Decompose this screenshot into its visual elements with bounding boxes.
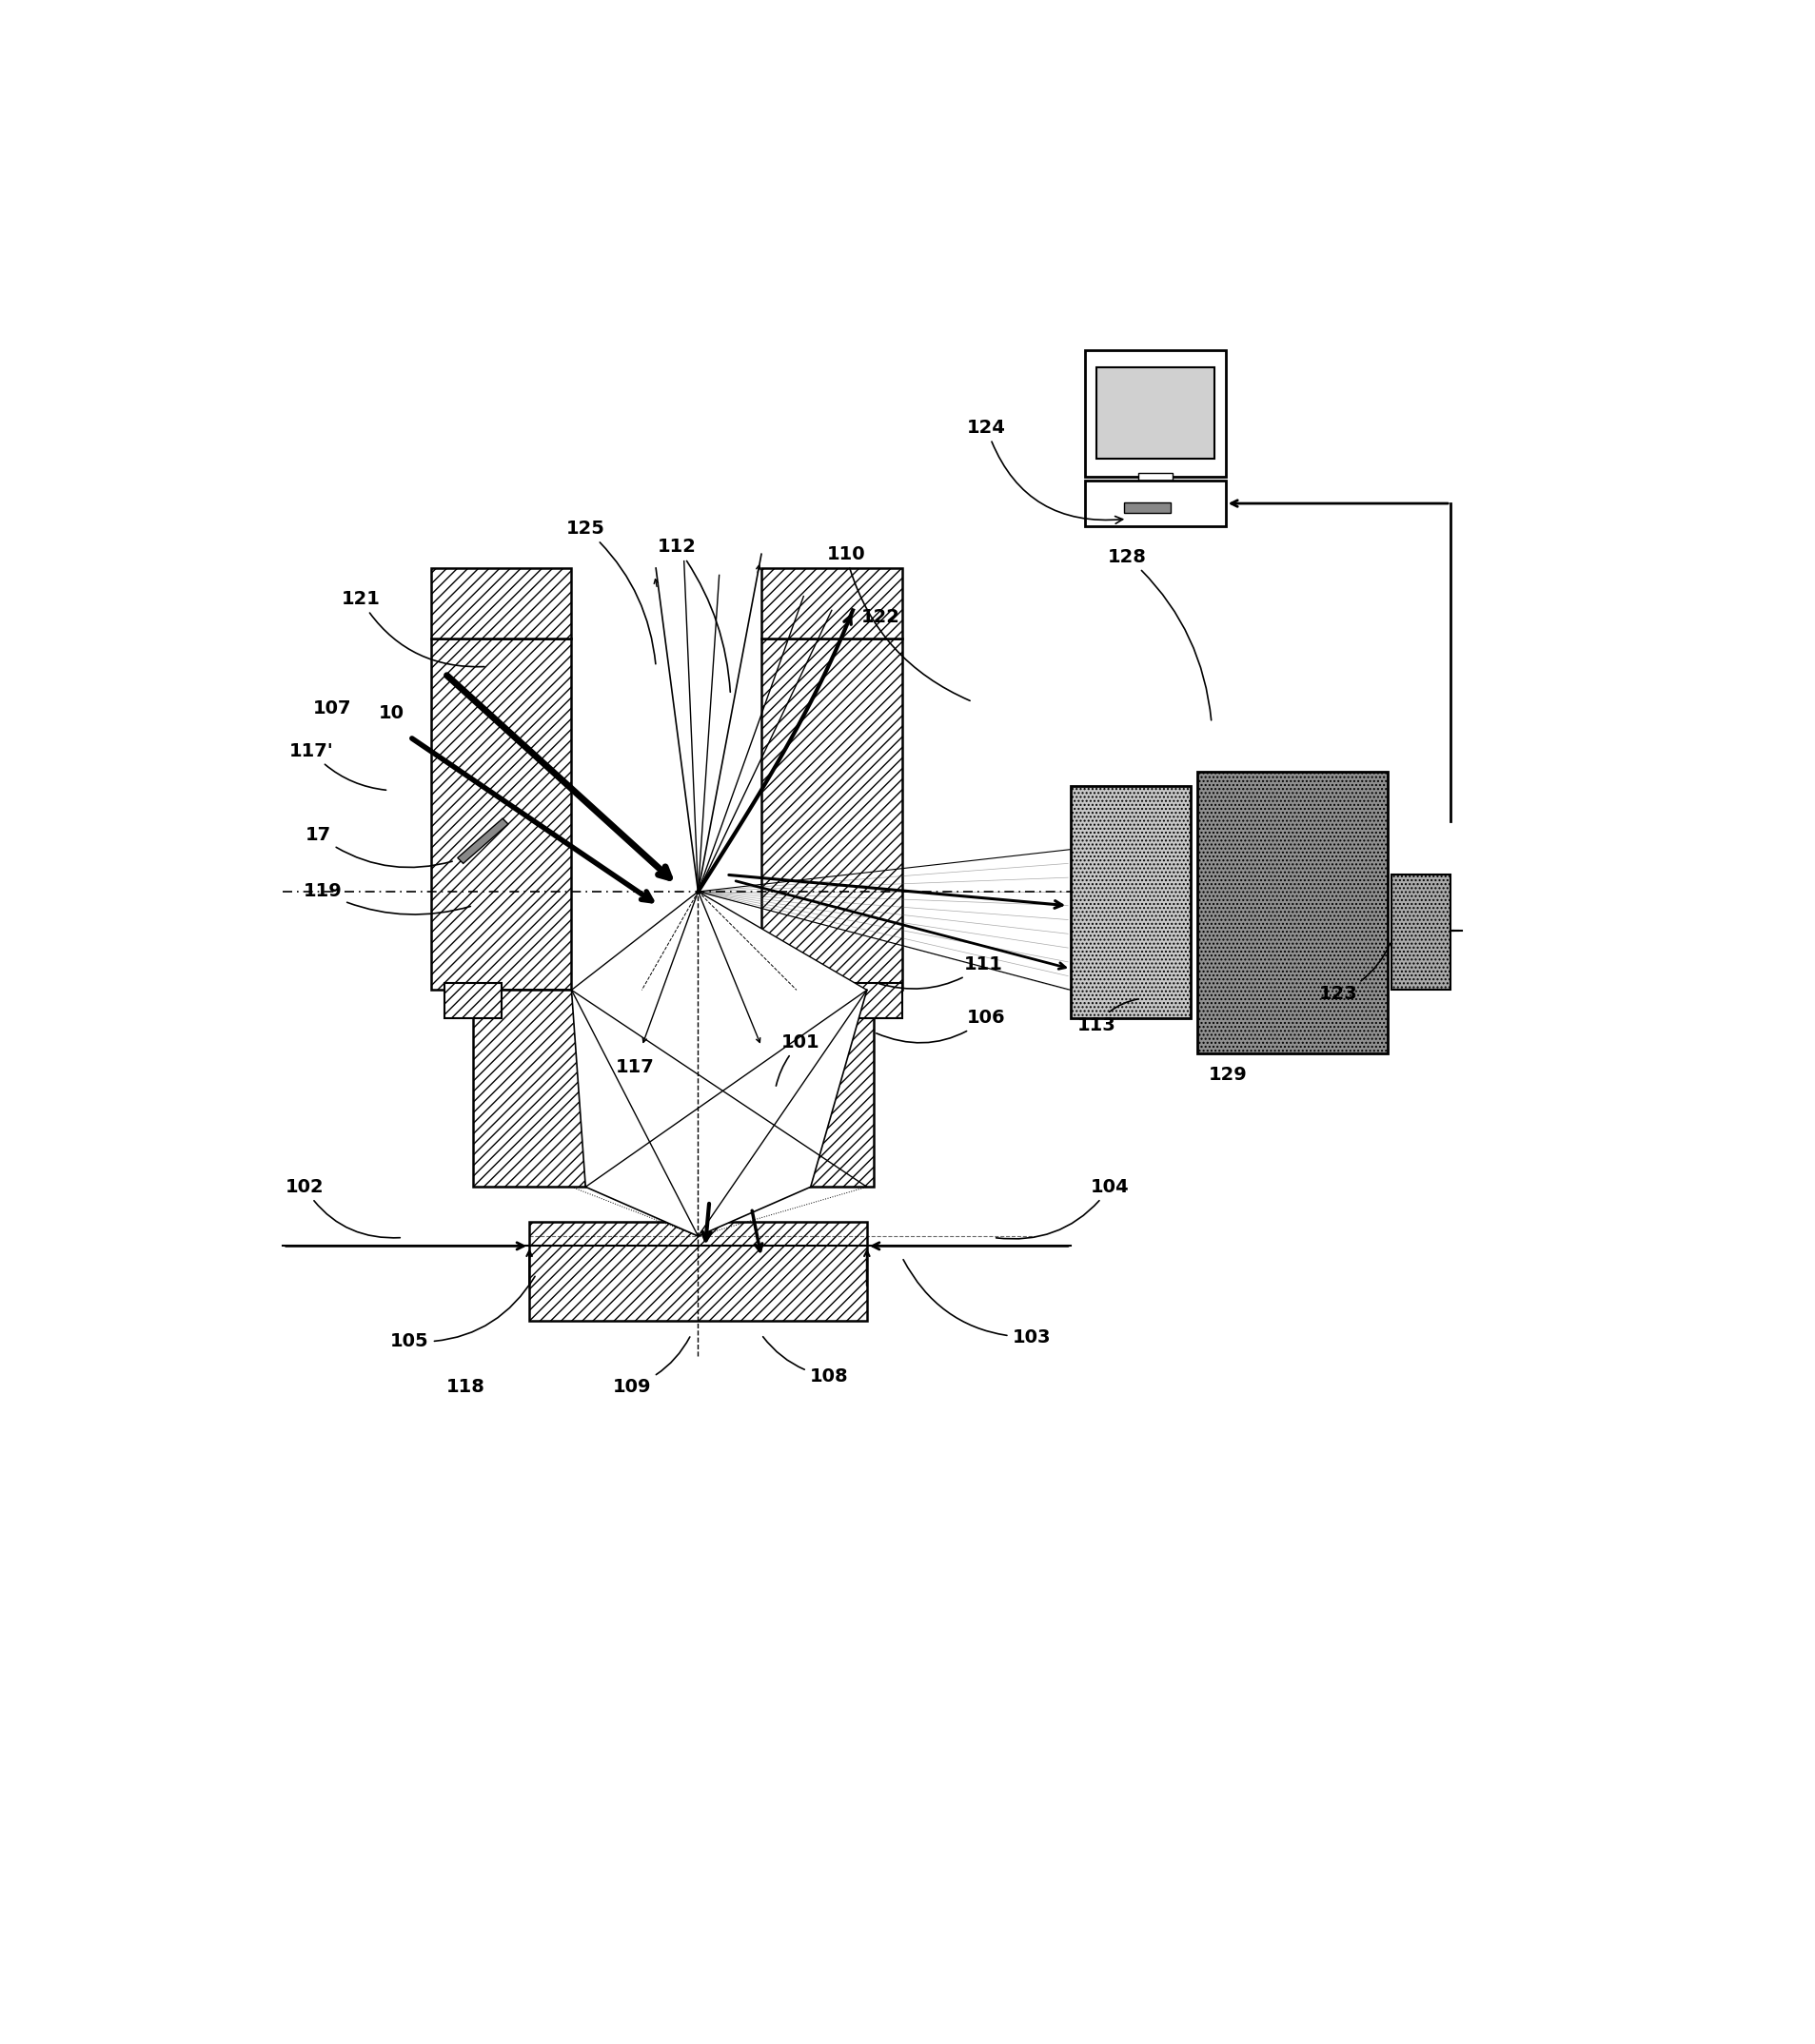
Bar xyxy=(474,989,586,1188)
Bar xyxy=(1085,480,1225,525)
Text: 107: 107 xyxy=(314,699,352,717)
Text: 110: 110 xyxy=(826,546,969,701)
Text: 106: 106 xyxy=(877,1010,1006,1042)
Text: 112: 112 xyxy=(657,538,730,693)
Bar xyxy=(846,983,902,1018)
Text: 119: 119 xyxy=(303,883,470,914)
Bar xyxy=(530,1222,868,1320)
Bar xyxy=(430,638,572,989)
Text: 101: 101 xyxy=(777,1032,820,1085)
Bar xyxy=(1198,773,1387,1053)
Text: 108: 108 xyxy=(762,1337,848,1386)
Polygon shape xyxy=(572,891,868,1237)
Text: 121: 121 xyxy=(341,591,485,666)
Text: 117: 117 xyxy=(615,1059,653,1077)
Text: 123: 123 xyxy=(1320,942,1390,1004)
Bar xyxy=(762,638,902,989)
Text: 125: 125 xyxy=(566,519,655,664)
Bar xyxy=(430,568,572,638)
Text: 113: 113 xyxy=(1076,1000,1138,1034)
Text: 122: 122 xyxy=(862,609,900,625)
Text: 118: 118 xyxy=(446,1378,485,1396)
Bar xyxy=(1085,350,1225,476)
Text: 103: 103 xyxy=(904,1259,1051,1347)
Bar xyxy=(1392,875,1450,989)
Text: 124: 124 xyxy=(967,419,1123,523)
Bar xyxy=(1096,368,1214,458)
Text: 128: 128 xyxy=(1107,548,1211,719)
Text: 129: 129 xyxy=(1209,1065,1247,1083)
Text: 117': 117' xyxy=(289,742,387,791)
Text: 111: 111 xyxy=(878,957,1004,989)
Text: 102: 102 xyxy=(285,1177,399,1239)
Bar xyxy=(572,568,762,989)
Text: 10: 10 xyxy=(379,703,405,722)
Bar xyxy=(1138,472,1172,486)
Bar xyxy=(755,989,875,1188)
Bar xyxy=(445,983,501,1018)
Polygon shape xyxy=(430,568,902,1320)
Text: 104: 104 xyxy=(996,1177,1129,1239)
Bar xyxy=(1071,787,1191,1018)
Bar xyxy=(1123,503,1171,513)
Text: 109: 109 xyxy=(613,1337,690,1396)
Text: 17: 17 xyxy=(305,826,452,867)
Text: 105: 105 xyxy=(390,1275,535,1351)
Polygon shape xyxy=(457,818,508,863)
Bar xyxy=(762,568,902,638)
